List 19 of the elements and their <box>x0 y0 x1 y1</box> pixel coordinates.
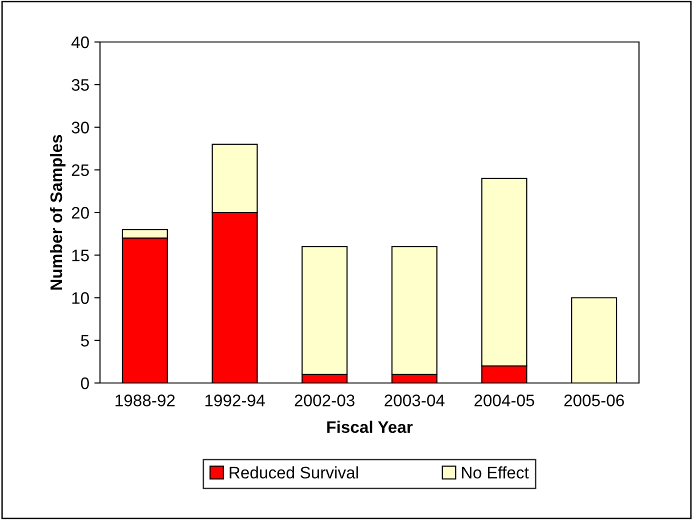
y-tick-label: 0 <box>80 377 89 390</box>
y-tick-label: 35 <box>72 79 89 91</box>
legend-label: No Effect <box>462 466 529 479</box>
y-tick-label: 15 <box>72 250 89 262</box>
y-tick-label: 10 <box>72 292 89 304</box>
x-axis-title: Fiscal Year <box>327 420 413 433</box>
x-tick-label: 2005-06 <box>564 394 624 406</box>
x-tick-label: 1988-92 <box>116 394 175 406</box>
y-tick-label: 25 <box>72 164 89 176</box>
y-axis-title: Number of Samples <box>50 134 66 290</box>
y-tick-label: 40 <box>71 36 89 48</box>
y-tick-label: 5 <box>80 334 89 347</box>
y-tick-label: 20 <box>72 206 89 219</box>
x-tick-label: 1992-94 <box>205 394 265 406</box>
x-tick-label: 2003-04 <box>384 394 445 406</box>
x-tick-label: 2002-03 <box>294 394 354 406</box>
legend-label: Reduced Survival <box>230 466 358 479</box>
x-tick-label: 2004-05 <box>474 394 534 406</box>
y-tick-label: 30 <box>72 122 89 134</box>
